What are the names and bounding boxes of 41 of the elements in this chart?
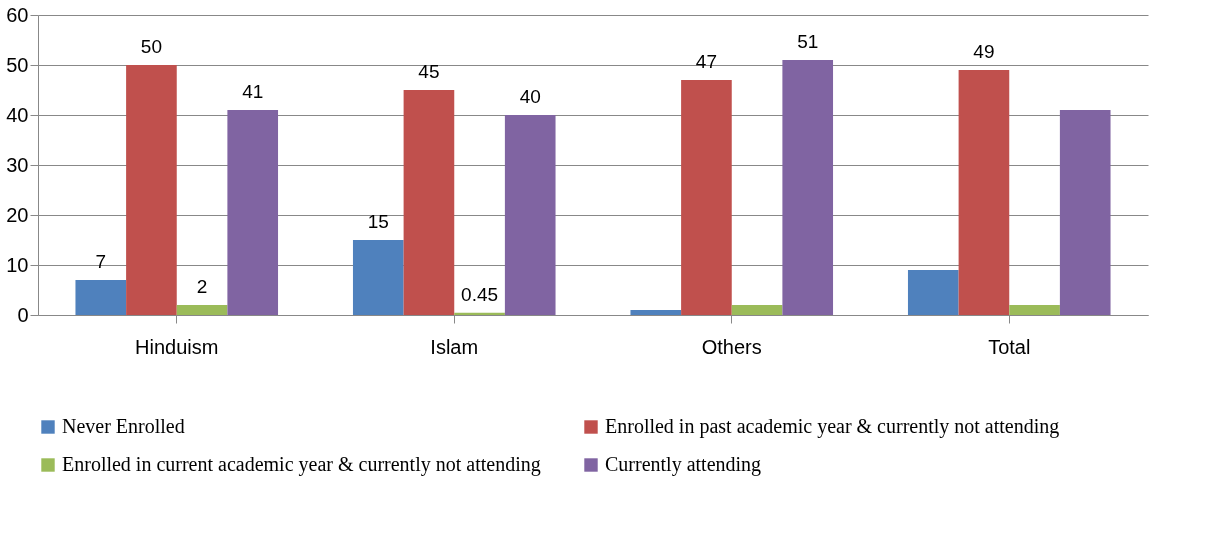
- data-label: 51: [797, 31, 819, 52]
- data-label: 40: [519, 86, 541, 107]
- y-tick-label: 40: [6, 103, 29, 126]
- bar: [403, 90, 455, 315]
- bar: [176, 305, 228, 315]
- data-label: 50: [140, 36, 162, 57]
- legend-label: Currently attending: [605, 453, 762, 476]
- data-label: 41: [242, 81, 264, 102]
- legend-label: Enrolled in past academic year & currently not attending: [605, 415, 1060, 438]
- bar: [958, 70, 1010, 315]
- data-label: 47: [695, 51, 717, 72]
- data-label: 15: [367, 211, 389, 232]
- bar: [504, 115, 556, 315]
- bar: [1059, 110, 1111, 315]
- bar: [126, 65, 177, 315]
- x-tick-label: Others: [701, 335, 762, 358]
- data-label: 45: [418, 61, 440, 82]
- bar: [782, 60, 834, 315]
- legend-label: Enrolled in current academic year & currently not attending: [62, 453, 541, 476]
- bar: [731, 305, 783, 315]
- legend-label: Never Enrolled: [62, 415, 185, 437]
- bar: [630, 310, 682, 315]
- bar: [1009, 305, 1060, 315]
- data-label: 0.45: [461, 283, 499, 305]
- data-label: 2: [196, 276, 208, 297]
- y-tick-label: 50: [6, 53, 29, 76]
- y-tick-label: 10: [6, 253, 29, 276]
- bar: [681, 80, 732, 315]
- y-tick-label: 0: [17, 303, 29, 326]
- x-tick-label: Hinduism: [135, 335, 219, 358]
- y-tick-label: 20: [6, 203, 29, 226]
- bar: [227, 110, 279, 315]
- y-tick-label: 60: [6, 3, 29, 26]
- bar: [352, 240, 404, 315]
- bar: [907, 270, 959, 315]
- x-tick-label: Islam: [430, 335, 479, 358]
- data-label: 7: [95, 251, 107, 272]
- y-tick-label: 30: [6, 153, 29, 176]
- bar: [75, 280, 127, 315]
- x-tick-label: Total: [988, 335, 1031, 358]
- data-label: 49: [973, 41, 995, 62]
